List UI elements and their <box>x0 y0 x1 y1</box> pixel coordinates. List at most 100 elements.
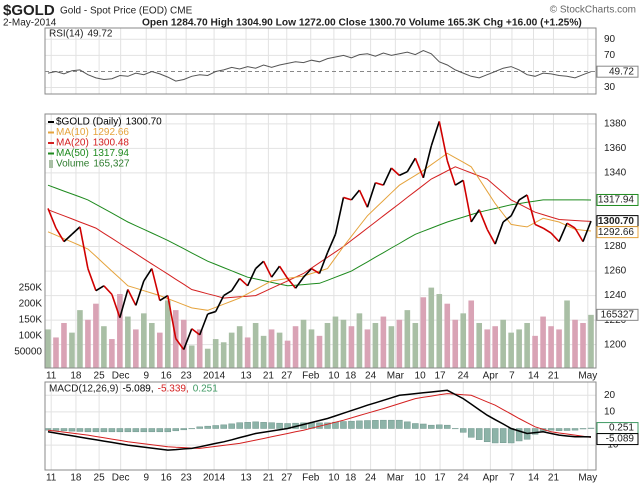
legend-label: RSI(14) <box>49 29 83 40</box>
histogram-bar <box>428 424 435 429</box>
value-box-label: 1300.70 <box>598 216 635 227</box>
histogram-bar <box>276 422 283 429</box>
histogram-bar <box>499 428 507 444</box>
volume-bar <box>188 345 195 368</box>
histogram-bar <box>388 419 395 429</box>
x-tick-label: 17 <box>435 371 447 382</box>
histogram-bar <box>92 428 100 433</box>
volume-bar <box>125 316 131 368</box>
volume-bar <box>476 322 483 368</box>
volume-bar <box>540 316 546 368</box>
price-segment <box>558 222 568 242</box>
price-segment <box>399 170 408 177</box>
volume-bar <box>356 313 363 368</box>
y-tick-label: 90 <box>604 34 616 45</box>
x-tick-label: 18 <box>345 473 357 484</box>
price-segment <box>534 223 544 229</box>
instrument-name: Gold - Spot Price (EOD) CME <box>60 6 193 17</box>
histogram-bar <box>268 422 275 429</box>
histogram-bar <box>515 428 523 442</box>
price-segment <box>302 268 313 278</box>
price-segment <box>183 328 193 350</box>
x-tick-label: 24 <box>458 473 470 484</box>
price-segment <box>542 227 552 234</box>
histogram-bar <box>563 428 571 431</box>
price-segment <box>166 295 177 339</box>
value-box-label: 49.72 <box>609 66 634 77</box>
histogram-bar <box>148 428 156 433</box>
volume-bar <box>572 319 578 368</box>
value-box-label: 1292.66 <box>598 227 635 238</box>
histogram-bar <box>436 424 443 429</box>
histogram-bar <box>68 428 76 432</box>
x-tick-label: 10 <box>328 371 340 382</box>
x-tick-label: 24 <box>458 371 470 382</box>
x-tick-label: 21 <box>548 473 560 484</box>
volume-bar <box>564 300 570 368</box>
x-tick-label: 18 <box>70 473 82 484</box>
histogram-bar <box>132 428 140 433</box>
histogram-bar <box>196 426 203 429</box>
y-tick-label: 70 <box>604 50 616 61</box>
volume-tick-label: 150K <box>19 314 43 325</box>
volume-bar <box>588 314 594 368</box>
price-segment <box>582 220 592 242</box>
volume-bar <box>556 329 562 368</box>
price-segment <box>574 227 584 243</box>
x-tick-label: May <box>578 371 597 382</box>
price-segment <box>79 226 89 269</box>
volume-bar <box>516 329 522 368</box>
histogram-bar <box>84 428 92 433</box>
legend-swatch <box>49 160 53 168</box>
price-segment <box>350 189 361 201</box>
histogram-bar <box>172 428 180 432</box>
price-segment <box>119 289 129 318</box>
histogram-bar <box>140 428 148 433</box>
volume-bar <box>276 332 283 368</box>
histogram-bar <box>212 425 219 429</box>
volume-bar <box>380 316 387 368</box>
volume-bar <box>236 326 243 368</box>
histogram-bar <box>531 428 539 435</box>
histogram-bar <box>507 428 515 444</box>
volume-bar <box>316 335 323 368</box>
y-tick-label: -10 <box>604 440 619 451</box>
x-tick-label: 21 <box>263 473 275 484</box>
volume-bar <box>484 329 490 368</box>
x-tick-label: 24 <box>365 473 377 484</box>
volume-bar <box>252 322 259 368</box>
histogram-bar <box>220 424 227 429</box>
price-segment <box>318 252 329 274</box>
x-tick-label: 10 <box>328 473 340 484</box>
volume-bar <box>61 322 67 368</box>
x-tick-label: Apr <box>483 371 499 382</box>
price-segment <box>406 157 417 173</box>
volume-bar <box>220 342 227 368</box>
histogram-bar <box>156 428 164 433</box>
histogram-bar <box>44 428 52 431</box>
volume-bar <box>141 313 147 368</box>
x-tick-label: 24 <box>365 371 377 382</box>
volume-bar <box>500 319 506 368</box>
histogram-bar <box>483 428 491 443</box>
price-segment <box>382 167 393 186</box>
price-segment <box>430 121 441 147</box>
x-tick-label: 7 <box>509 371 515 382</box>
price-segment <box>151 268 161 301</box>
volume-bar <box>164 300 171 368</box>
histogram-bar <box>244 422 251 429</box>
volume-bar <box>340 319 347 368</box>
x-tick-label: 17 <box>435 473 447 484</box>
price-segment <box>375 181 384 186</box>
price-segment <box>454 179 464 186</box>
volume-bar <box>260 335 267 368</box>
volume-bar <box>404 310 411 368</box>
histogram-bar <box>52 428 60 431</box>
x-tick-label: Feb <box>302 473 320 484</box>
histogram-bar <box>252 421 259 429</box>
histogram-bar <box>444 424 451 429</box>
volume-bar <box>452 319 459 368</box>
x-tick-label: Dec <box>112 473 130 484</box>
x-tick-label: 18 <box>345 371 357 382</box>
x-tick-label: 23 <box>181 473 193 484</box>
